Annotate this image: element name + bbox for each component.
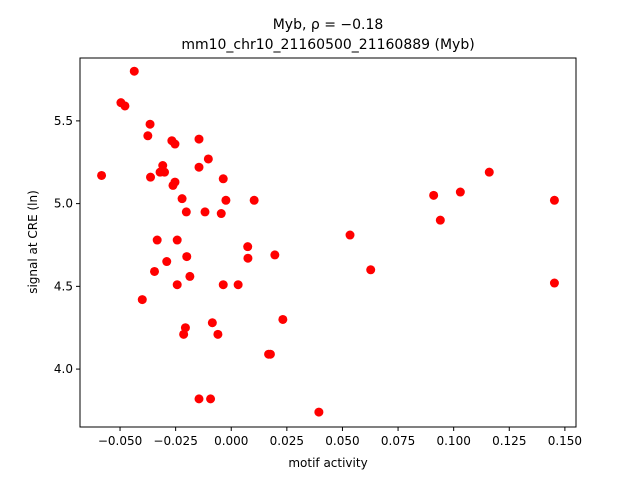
data-point-48 (366, 265, 376, 275)
data-point-40 (179, 329, 189, 339)
data-point-35 (233, 280, 243, 290)
data-point-14 (146, 172, 156, 182)
y-axis-label: signal at CRE (ln) (26, 190, 40, 294)
data-point-19 (221, 195, 231, 205)
data-point-44 (194, 394, 204, 404)
data-point-9 (203, 154, 213, 164)
data-point-34 (218, 280, 228, 290)
data-point-50 (435, 215, 445, 225)
data-point-33 (172, 280, 182, 290)
data-point-8 (194, 134, 204, 144)
data-point-17 (218, 174, 228, 184)
data-points (97, 66, 559, 417)
x-tick-label: 0.075 (381, 434, 415, 448)
data-point-25 (172, 235, 182, 245)
x-axis-label: motif activity (288, 456, 367, 470)
data-point-7 (170, 139, 180, 149)
data-point-1 (129, 66, 139, 76)
data-point-13 (194, 162, 204, 172)
x-tick-label: −0.050 (98, 434, 142, 448)
data-point-32 (185, 271, 195, 281)
data-point-43 (265, 349, 275, 359)
data-point-46 (314, 407, 324, 417)
data-point-49 (429, 190, 439, 200)
data-point-54 (549, 278, 559, 288)
data-point-31 (150, 266, 160, 276)
y-axis-ticks: 4.0 4.5 5.0 5.5 (54, 114, 80, 376)
data-point-53 (549, 195, 559, 205)
x-axis-ticks: −0.050 −0.025 0.000 0.025 0.050 0.075 0.100 0.1… (98, 427, 582, 448)
x-tick-label: 0.150 (548, 434, 582, 448)
chart-title-line-2: mm10_chr10_21160500_21160889 (Myb) (181, 37, 474, 53)
data-point-24 (152, 235, 162, 245)
data-point-52 (484, 167, 494, 177)
y-tick-label: 4.5 (54, 279, 73, 293)
data-point-21 (181, 207, 191, 217)
data-point-16 (168, 180, 178, 190)
x-tick-label: 0.125 (492, 434, 526, 448)
data-point-5 (143, 131, 153, 141)
data-point-22 (200, 207, 210, 217)
y-tick-label: 4.0 (54, 362, 73, 376)
data-point-4 (145, 119, 155, 129)
y-tick-label: 5.5 (54, 114, 73, 128)
data-point-28 (243, 253, 253, 263)
data-point-29 (270, 250, 280, 260)
x-tick-label: −0.025 (153, 434, 197, 448)
data-point-12 (160, 167, 170, 177)
data-point-3 (120, 101, 130, 111)
data-point-26 (243, 242, 253, 252)
x-tick-label: 0.050 (325, 434, 359, 448)
data-point-36 (137, 295, 147, 305)
x-tick-label: 0.025 (270, 434, 304, 448)
data-point-20 (249, 195, 259, 205)
data-point-27 (182, 252, 192, 262)
data-point-23 (216, 209, 226, 219)
data-point-18 (177, 194, 187, 204)
data-point-39 (278, 314, 288, 324)
x-tick-label: 0.000 (214, 434, 248, 448)
data-point-47 (345, 230, 355, 240)
chart-title-line-1: Myb, ρ = −0.18 (273, 17, 384, 33)
data-point-41 (213, 329, 223, 339)
data-point-30 (162, 257, 172, 267)
data-point-37 (207, 318, 217, 328)
data-point-51 (455, 187, 465, 197)
data-point-0 (97, 170, 107, 180)
y-tick-label: 5.0 (54, 197, 73, 211)
x-tick-label: 0.100 (436, 434, 470, 448)
data-point-45 (206, 394, 216, 404)
plot-frame (79, 57, 577, 428)
